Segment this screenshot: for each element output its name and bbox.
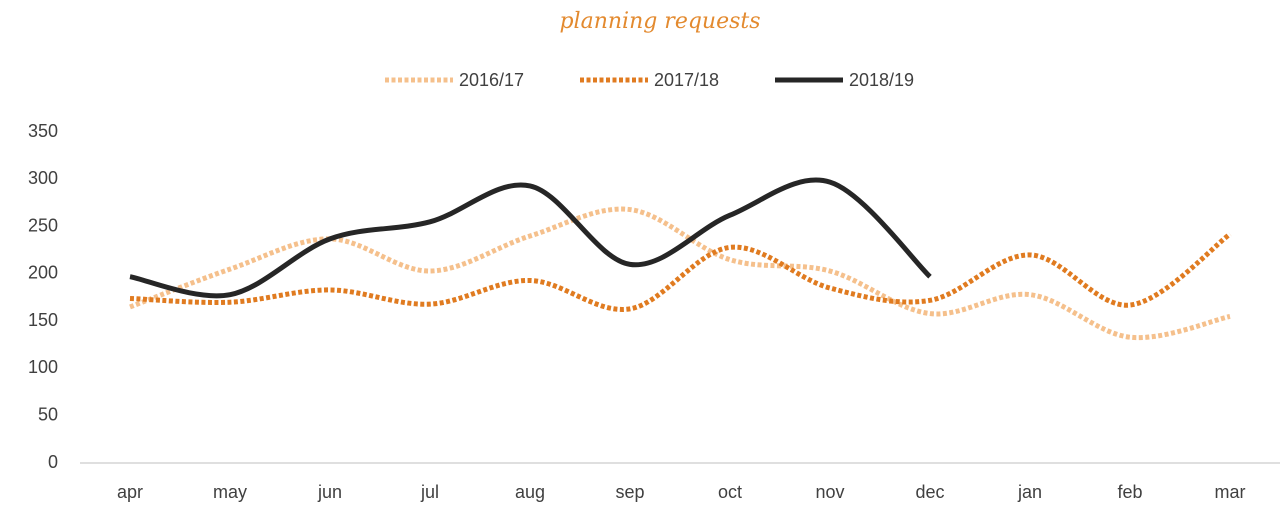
x-tick-label: aug [515, 482, 545, 502]
x-tick-label: jun [317, 482, 342, 502]
series-line [129, 206, 1231, 341]
series-line [129, 177, 932, 299]
x-tick-label: may [213, 482, 247, 502]
y-tick-label: 200 [28, 263, 58, 283]
x-tick-label: jan [1017, 482, 1042, 502]
y-tick-label: 100 [28, 357, 58, 377]
x-tick-label: oct [718, 482, 742, 502]
y-tick-label: 350 [28, 121, 58, 141]
x-tick-label: sep [615, 482, 644, 502]
legend-label: 2016/17 [459, 70, 524, 90]
series-line [129, 232, 1232, 312]
chart-title: planning requests [559, 9, 760, 34]
x-tick-label: jul [420, 482, 439, 502]
x-tick-label: apr [117, 482, 143, 502]
x-tick-label: nov [815, 482, 844, 502]
y-tick-label: 150 [28, 310, 58, 330]
x-tick-label: feb [1117, 482, 1142, 502]
y-tick-label: 0 [48, 452, 58, 472]
x-tick-label: mar [1215, 482, 1246, 502]
y-tick-label: 250 [28, 215, 58, 235]
legend-label: 2018/19 [849, 70, 914, 90]
legend-label: 2017/18 [654, 70, 719, 90]
y-tick-label: 300 [28, 168, 58, 188]
x-tick-label: dec [915, 482, 944, 502]
y-tick-label: 50 [38, 404, 58, 424]
